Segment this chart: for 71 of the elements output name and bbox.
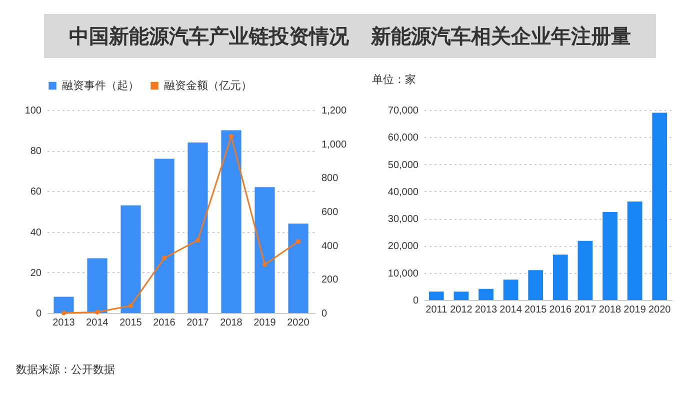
- y-tick-label: 20,000: [388, 241, 419, 252]
- bar: [652, 112, 668, 300]
- chart-subtitle: 单位：家: [372, 72, 416, 87]
- bar: [602, 212, 618, 300]
- y2-tick-label: 600: [322, 207, 339, 218]
- bar: [288, 224, 308, 313]
- bar: [87, 258, 108, 313]
- x-tick-label: 2017: [186, 318, 210, 328]
- y-tick-label: 60: [30, 186, 42, 198]
- x-tick-label: 2018: [598, 304, 622, 316]
- point: [262, 262, 268, 267]
- y2-tick-label: 1,200: [322, 106, 347, 116]
- x-tick-label: 2015: [524, 304, 548, 316]
- point: [162, 256, 167, 260]
- bar: [221, 130, 242, 313]
- x-tick-label: 2016: [153, 318, 176, 328]
- source-note: 数据来源：公开数据: [16, 363, 115, 377]
- y-tick-label: 20: [30, 268, 42, 279]
- x-tick-label: 2011: [426, 304, 448, 316]
- y-tick-label: 10,000: [388, 268, 419, 280]
- y-tick-label: 40: [30, 227, 42, 238]
- bar: [120, 205, 141, 313]
- x-tick-label: 2016: [549, 304, 572, 316]
- bar: [154, 158, 174, 313]
- y-tick-label: 60,000: [388, 132, 419, 144]
- bar: [254, 187, 275, 313]
- bar: [428, 292, 444, 300]
- x-tick-label: 2013: [474, 304, 498, 316]
- chart-title: 新能源汽车相关企业年注册量: [371, 24, 631, 50]
- point: [94, 310, 100, 314]
- y2-tick-label: 200: [322, 274, 339, 286]
- x-tick-label: 2019: [254, 318, 276, 328]
- chart-title: 中国新能源汽车产业链投资情况: [69, 24, 349, 50]
- y2-tick-label: 800: [322, 173, 339, 184]
- y2-tick-label: 0: [322, 308, 328, 320]
- x-tick-label: 2020: [648, 304, 672, 316]
- bar: [552, 254, 568, 300]
- bar: [627, 201, 642, 300]
- bar: [578, 240, 593, 300]
- y-tick-label: 0: [36, 308, 42, 320]
- point: [195, 238, 200, 243]
- x-tick-label: 2014: [500, 304, 522, 316]
- legend-label: 融资金额（亿元）: [164, 78, 252, 92]
- x-tick-label: 2018: [220, 318, 243, 328]
- bar: [478, 288, 494, 300]
- x-tick-label: 2015: [120, 318, 142, 328]
- y-tick-label: 0: [412, 296, 419, 306]
- y-tick-label: 70,000: [388, 106, 419, 116]
- point: [228, 134, 234, 139]
- legend-label: 融资事件（起）: [62, 78, 139, 92]
- point: [296, 239, 301, 244]
- bar: [454, 292, 469, 300]
- x-tick-label: 2019: [624, 304, 646, 316]
- y2-tick-label: 1,000: [322, 139, 347, 150]
- y2-tick-label: 400: [322, 240, 339, 252]
- bar: [188, 142, 208, 313]
- x-tick-label: 2014: [86, 318, 109, 328]
- y-tick-label: 50,000: [388, 160, 419, 171]
- x-tick-label: 2020: [287, 318, 310, 328]
- y-tick-label: 80: [30, 146, 42, 158]
- y-tick-label: 30,000: [388, 214, 419, 226]
- y-tick-label: 40,000: [388, 186, 419, 198]
- bar: [503, 280, 518, 300]
- point: [128, 303, 134, 308]
- bar: [54, 296, 74, 313]
- bar: [528, 270, 544, 300]
- x-tick-label: 2013: [52, 318, 76, 328]
- point: [61, 310, 66, 316]
- x-tick-label: 2017: [574, 304, 597, 316]
- x-tick-label: 2012: [450, 304, 473, 316]
- y-tick-label: 100: [24, 106, 42, 116]
